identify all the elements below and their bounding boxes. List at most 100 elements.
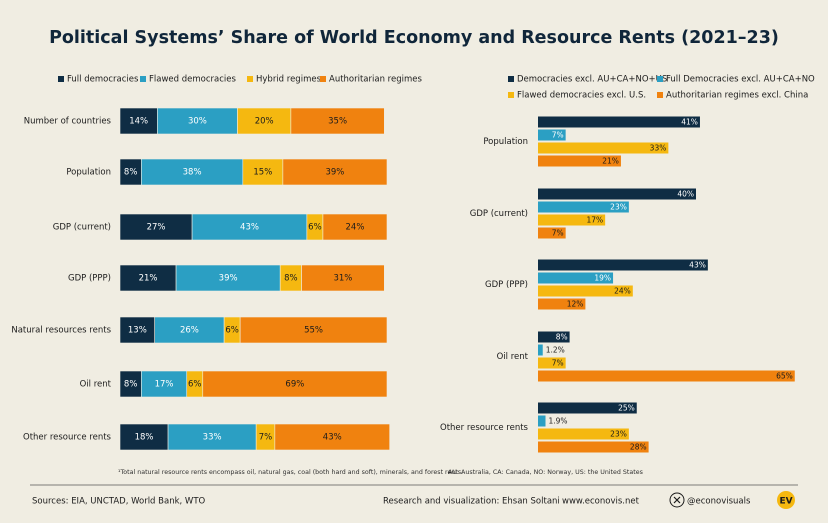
x-icon-glyph bbox=[673, 496, 681, 504]
bar bbox=[538, 428, 629, 440]
legend-swatch bbox=[140, 76, 146, 82]
bar bbox=[538, 402, 637, 414]
footnote: ¹Total natural resource rents encompass … bbox=[118, 469, 463, 476]
value-label: 14% bbox=[129, 117, 148, 127]
bar bbox=[538, 188, 696, 200]
value-label: 7% bbox=[552, 229, 564, 238]
bar bbox=[538, 129, 566, 141]
bar-segment bbox=[157, 107, 238, 135]
bar bbox=[538, 214, 606, 226]
value-label: 28% bbox=[630, 443, 647, 452]
category-label: GDP (PPP) bbox=[485, 280, 528, 290]
bar bbox=[538, 155, 621, 167]
value-label: 25% bbox=[618, 404, 635, 413]
legend-swatch bbox=[247, 76, 253, 82]
category-label: Natural resources rents bbox=[11, 326, 111, 336]
category-label: Oil rent bbox=[80, 380, 112, 390]
legend-label: Democracies excl. AU+CA+NO+US bbox=[517, 75, 667, 85]
value-label: 12% bbox=[567, 300, 584, 309]
value-label: 6% bbox=[308, 223, 322, 233]
bar-segment bbox=[167, 423, 257, 451]
value-label: 6% bbox=[225, 326, 239, 336]
sources: Sources: EIA, UNCTAD, World Bank, WTO bbox=[32, 497, 206, 507]
value-label: 21% bbox=[602, 157, 619, 166]
value-label: 33% bbox=[650, 144, 667, 153]
bar bbox=[538, 441, 649, 453]
logo bbox=[777, 491, 795, 509]
value-label: 69% bbox=[285, 380, 304, 390]
value-label: 27% bbox=[147, 223, 166, 233]
value-label: 1.2% bbox=[546, 346, 565, 355]
legend-label: Flawed democracies bbox=[149, 75, 236, 85]
bar-segment bbox=[301, 264, 385, 292]
value-label: 39% bbox=[325, 168, 344, 178]
value-label: 18% bbox=[135, 433, 154, 443]
bar bbox=[538, 285, 633, 297]
category-label: Population bbox=[483, 137, 528, 147]
legend-swatch bbox=[320, 76, 326, 82]
value-label: 20% bbox=[255, 117, 274, 127]
bar bbox=[538, 344, 543, 356]
bar bbox=[538, 227, 566, 239]
value-label: 7% bbox=[552, 131, 564, 140]
category-label: GDP (current) bbox=[53, 223, 111, 233]
value-label: 8% bbox=[556, 333, 568, 342]
credit: Research and visualization: Ehsan Soltan… bbox=[383, 497, 560, 507]
bar-segment bbox=[322, 213, 388, 241]
bar-segment bbox=[119, 423, 169, 451]
value-label: 43% bbox=[689, 261, 706, 270]
bar bbox=[538, 357, 566, 369]
bar bbox=[538, 272, 614, 284]
value-label: 24% bbox=[346, 223, 365, 233]
legend-swatch bbox=[657, 76, 663, 82]
value-label: 26% bbox=[180, 326, 199, 336]
handle: @econovisuals bbox=[687, 497, 751, 507]
logo-text: EV bbox=[779, 497, 792, 507]
bar-segment bbox=[119, 264, 177, 292]
value-label: 17% bbox=[155, 380, 174, 390]
value-label: 40% bbox=[677, 190, 694, 199]
bar-segment bbox=[119, 316, 156, 344]
bar bbox=[538, 201, 629, 213]
value-label: 41% bbox=[681, 118, 698, 127]
bar bbox=[538, 370, 795, 382]
category-label: Other resource rents bbox=[440, 423, 529, 433]
value-label: 23% bbox=[610, 430, 627, 439]
value-label: 33% bbox=[203, 433, 222, 443]
legend-label: Authoritarian regimes excl. China bbox=[666, 91, 808, 101]
category-label: GDP (current) bbox=[470, 209, 528, 219]
bar-segment bbox=[242, 158, 284, 186]
value-label: 38% bbox=[183, 168, 202, 178]
value-label: 55% bbox=[304, 326, 323, 336]
bar bbox=[538, 331, 570, 343]
value-label: 17% bbox=[586, 216, 603, 225]
bar-segment bbox=[191, 213, 308, 241]
legend-swatch bbox=[508, 76, 514, 82]
bar-segment bbox=[119, 107, 158, 135]
bar-segment bbox=[175, 264, 281, 292]
value-label: 6% bbox=[188, 380, 202, 390]
bar-segment bbox=[154, 316, 225, 344]
value-label: 43% bbox=[240, 223, 259, 233]
category-label: Oil rent bbox=[497, 352, 529, 362]
value-label: 7% bbox=[552, 359, 564, 368]
website: www.econovis.net bbox=[562, 497, 640, 507]
value-label: 65% bbox=[776, 372, 793, 381]
value-label: 31% bbox=[333, 274, 352, 284]
legend-label: Hybrid regimes bbox=[256, 75, 322, 85]
value-label: 19% bbox=[594, 274, 611, 283]
bar-segment bbox=[239, 316, 388, 344]
bar bbox=[538, 142, 669, 154]
legend-swatch bbox=[58, 76, 64, 82]
value-label: 8% bbox=[284, 274, 298, 284]
footnote: AU: Australia, CA: Canada, NO: Norway, U… bbox=[448, 469, 643, 476]
legend-label: Full democracies bbox=[67, 75, 139, 85]
x-icon bbox=[669, 492, 685, 508]
bar bbox=[538, 259, 708, 271]
value-label: 8% bbox=[124, 168, 138, 178]
value-label: 35% bbox=[328, 117, 347, 127]
category-label: GDP (PPP) bbox=[68, 274, 111, 284]
bar bbox=[538, 415, 546, 427]
bar bbox=[538, 116, 700, 128]
value-label: 15% bbox=[253, 168, 272, 178]
